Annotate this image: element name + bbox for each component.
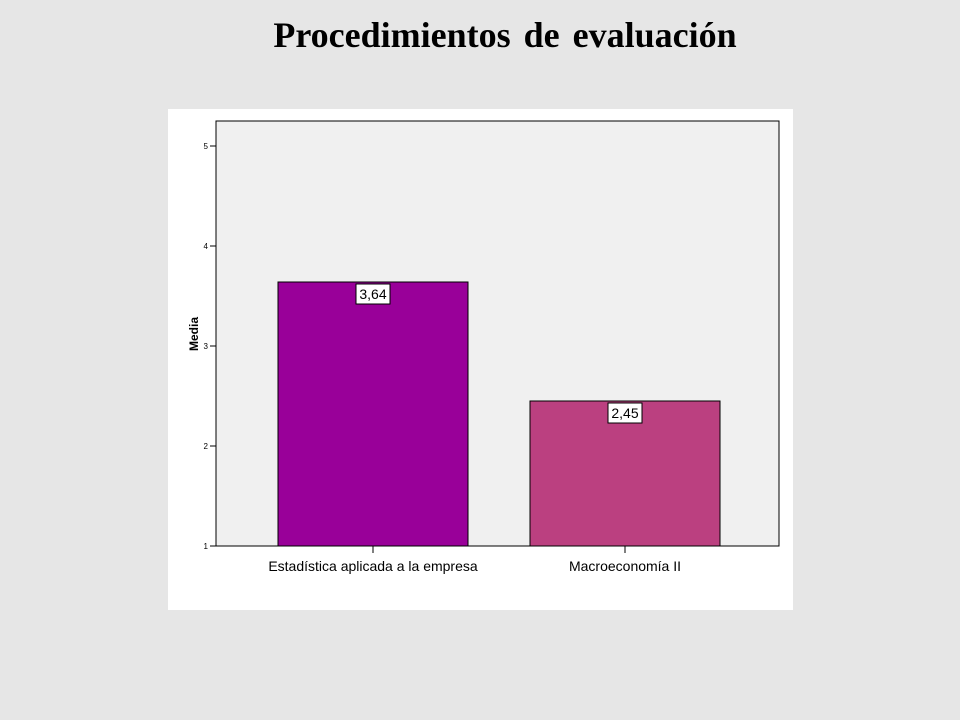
bar-chart: Media 1 2 3 4 5 3,64 2,45 Estadística aplicad… [187, 120, 780, 574]
y-tick-label: 5 [204, 142, 209, 151]
x-axis: Estadística aplicada a la empresa Macroec… [268, 546, 681, 574]
y-axis-title: Media [187, 317, 201, 351]
y-tick-label: 4 [204, 242, 209, 251]
slide-title: Procedimientos de evaluación [273, 15, 737, 55]
data-label-box [607, 402, 643, 424]
data-label: 2,45 [611, 405, 638, 421]
y-tick-label: 3 [204, 342, 209, 351]
chart-panel: Media 1 2 3 4 5 3,64 2,45 Estadística aplicad… [168, 109, 793, 610]
y-tick-label: 1 [204, 542, 209, 551]
data-label-box [355, 283, 391, 305]
x-tick-label: Estadística aplicada a la empresa [268, 558, 478, 574]
data-label: 3,64 [359, 286, 386, 302]
bars: 3,64 2,45 [277, 281, 721, 547]
bar [277, 281, 469, 547]
x-tick-label: Macroeconomía II [569, 558, 681, 574]
bar [529, 400, 721, 547]
y-tick-label: 2 [204, 442, 209, 451]
y-axis: 1 2 3 4 5 [204, 142, 216, 551]
